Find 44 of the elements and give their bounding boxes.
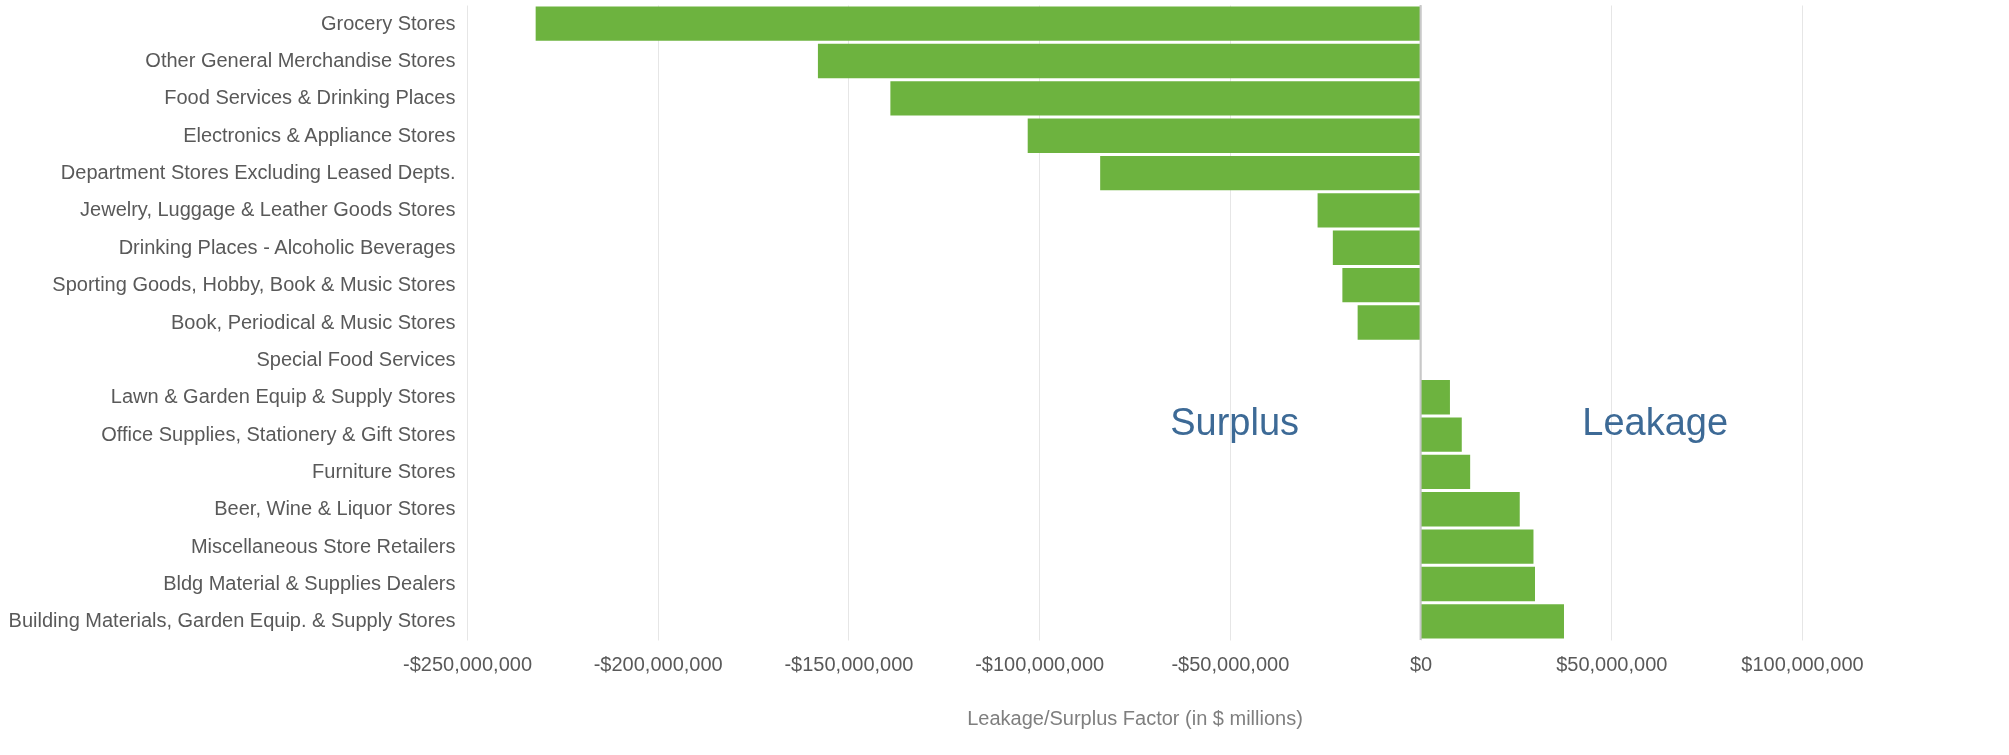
y-tick-label: Office Supplies, Stationery & Gift Stores <box>101 422 456 445</box>
bar <box>1420 380 1450 415</box>
x-tick-label: -$50,000,000 <box>1171 652 1290 675</box>
bar <box>1420 417 1462 452</box>
bar <box>1100 155 1421 191</box>
x-tick-label: -$100,000,000 <box>975 652 1105 675</box>
y-tick-label: Lawn & Garden Equip & Supply Stores <box>110 385 456 408</box>
x-tick-label: -$150,000,000 <box>784 652 914 675</box>
y-tick-label: Other General Merchandise Stores <box>145 49 456 72</box>
y-tick-label: Sporting Goods, Hobby, Book & Music Stores <box>52 273 456 296</box>
y-tick-label: Building Materials, Garden Equip. & Supply Stores <box>8 609 456 632</box>
y-tick-label: Electronics & Appliance Stores <box>183 123 456 146</box>
y-tick-label: Department Stores Excluding Leased Depts. <box>60 161 456 184</box>
y-tick-label: Beer, Wine & Liquor Stores <box>214 497 456 520</box>
x-tick-label: $50,000,000 <box>1556 652 1668 675</box>
bar <box>1317 193 1421 228</box>
bar <box>1420 604 1564 639</box>
x-tick-label: $0 <box>1409 652 1433 675</box>
bar <box>817 43 1421 79</box>
bar <box>535 6 1421 41</box>
annotation: Surplus <box>1170 401 1300 444</box>
bar <box>1420 454 1471 490</box>
bar <box>1332 230 1421 265</box>
y-tick-label: Book, Periodical & Music Stores <box>170 310 456 333</box>
bar <box>1027 118 1421 153</box>
y-tick-label: Food Services & Drinking Places <box>164 86 456 109</box>
y-tick-label: Drinking Places - Alcoholic Beverages <box>118 235 456 258</box>
y-tick-label: Special Food Services <box>256 347 456 370</box>
y-tick-label: Miscellaneous Store Retailers <box>190 534 456 557</box>
x-tick-label: $100,000,000 <box>1741 652 1864 675</box>
x-tick-label: -$250,000,000 <box>402 652 533 675</box>
x-tick-label: -$200,000,000 <box>593 652 723 675</box>
bar <box>1420 566 1535 602</box>
y-tick-label: Bldg Material & Supplies Dealers <box>163 571 456 594</box>
bar <box>890 81 1421 116</box>
x-axis-title: Leakage/Surplus Factor (in $ millions) <box>967 706 1303 729</box>
annotation: Leakage <box>1582 401 1729 444</box>
y-tick-label: Grocery Stores <box>321 11 456 34</box>
y-tick-label: Jewelry, Luggage & Leather Goods Stores <box>80 198 456 221</box>
bar <box>1357 305 1421 340</box>
bar <box>1342 267 1421 303</box>
bar <box>1420 492 1520 527</box>
y-tick-label: Furniture Stores <box>312 459 456 482</box>
bar <box>1420 529 1534 564</box>
